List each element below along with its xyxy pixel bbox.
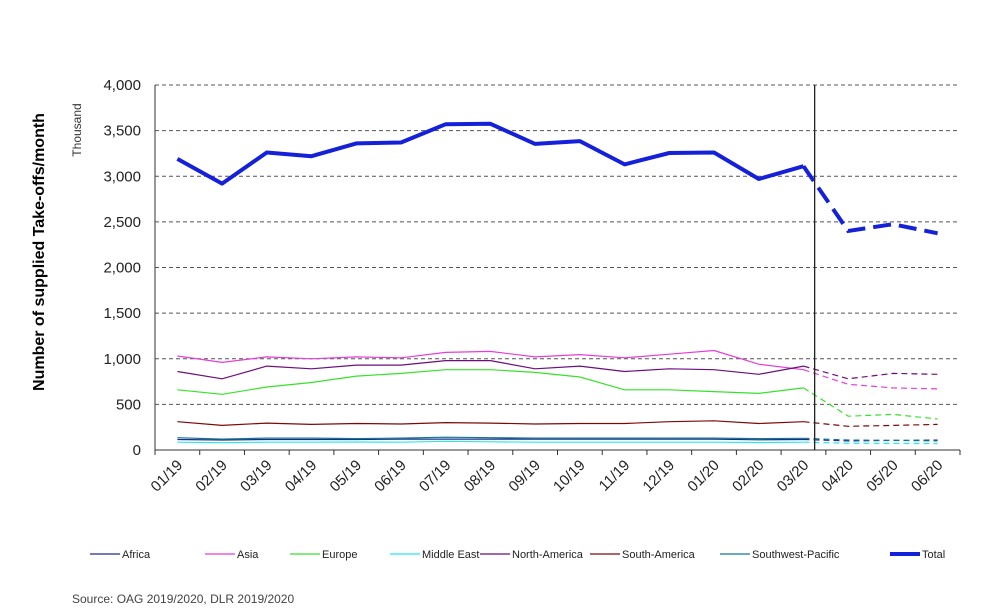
- series-forecast-line: [803, 421, 938, 427]
- series-line: [176, 121, 805, 186]
- legend-label: South-America: [622, 549, 696, 561]
- gridlines: [155, 84, 960, 405]
- y-tick-label: 3,000: [103, 168, 141, 185]
- y-axis: 0 500 1,000 1,500 2,000 2,500 3,000 3,500 4,000: [103, 77, 156, 459]
- x-tick-label: 08/19: [461, 457, 500, 496]
- legend-label: Total: [922, 549, 945, 561]
- x-tick-label: 03/20: [774, 457, 813, 496]
- series-forecast-line: [801, 165, 938, 236]
- legend-label: Europe: [322, 549, 357, 561]
- y-tick-label: 2,000: [103, 260, 141, 277]
- y-tick-label: 3,500: [103, 123, 141, 140]
- series-forecast-line: [803, 369, 938, 390]
- y-tick-label: 1,500: [103, 305, 141, 322]
- x-tick-label: 01/20: [684, 457, 723, 496]
- legend-label: Africa: [122, 549, 151, 561]
- x-tick-label: 01/19: [148, 457, 187, 496]
- legend: Africa Asia Europe Middle East North-America…: [90, 549, 945, 561]
- y-tick-label: 0: [133, 442, 141, 459]
- series-line: [177, 436, 804, 440]
- series-forecast-line: [803, 437, 938, 442]
- series-line: [177, 420, 804, 426]
- y-axis-title: Number of supplied Take-offs/month: [31, 113, 48, 391]
- y-tick-label: 2,500: [103, 214, 141, 231]
- x-tick-label: 02/20: [729, 457, 768, 496]
- x-axis: 01/19 02/19 03/19 04/19 05/19 06/19 07/19 08/19…: [148, 449, 961, 496]
- y-tick-label: 1,000: [103, 351, 141, 368]
- series-line: [177, 349, 804, 371]
- x-tick-label: 06/19: [371, 457, 410, 496]
- x-tick-label: 02/19: [192, 457, 231, 496]
- x-tick-label: 04/19: [282, 457, 321, 496]
- series-line: [177, 360, 804, 380]
- x-tick-label: 07/19: [416, 457, 455, 496]
- series-forecast-line: [803, 441, 938, 445]
- y-tick-label: 4,000: [103, 77, 141, 94]
- series-line: [177, 438, 804, 441]
- x-tick-label: 09/19: [505, 457, 544, 496]
- unit-label: Thousand: [70, 103, 84, 156]
- series-forecast-line: [803, 387, 938, 420]
- x-tick-label: 11/19: [596, 457, 634, 495]
- y-tick-label: 500: [116, 396, 141, 413]
- x-tick-label: 04/20: [818, 457, 857, 496]
- x-tick-label: 03/19: [237, 457, 276, 496]
- x-tick-label: 05/19: [327, 457, 366, 496]
- x-tick-label: 05/20: [863, 457, 902, 496]
- series-forecast-line: [803, 365, 938, 380]
- series-line: [177, 440, 804, 444]
- x-tick-label: 12/19: [640, 457, 679, 496]
- source-note: Source: OAG 2019/2020, DLR 2019/2020: [72, 592, 295, 606]
- x-tick-label: 06/20: [908, 457, 947, 496]
- legend-label: Southwest-Pacific: [752, 549, 840, 561]
- x-tick-label: 10/19: [550, 457, 589, 496]
- legend-label: Middle East: [422, 549, 479, 561]
- legend-label: Asia: [237, 549, 259, 561]
- series-line: [177, 369, 804, 395]
- series-lines: [176, 121, 938, 445]
- legend-label: North-America: [512, 549, 584, 561]
